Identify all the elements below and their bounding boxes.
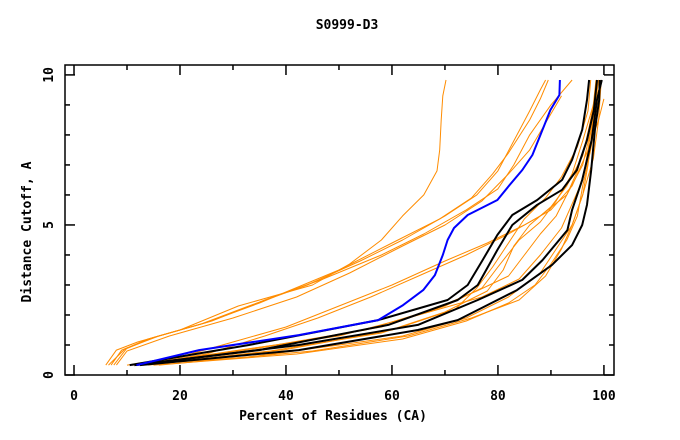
y-tick-label: 10: [42, 67, 57, 83]
series-line-orange-2: [110, 79, 547, 366]
series-line-black-17: [134, 79, 598, 367]
series-line-orange-11: [153, 79, 602, 366]
series-line-blue-20: [136, 79, 561, 367]
x-tick-label: 100: [592, 389, 616, 404]
axes: 0 20 40 60 80 100 0 5 10: [42, 64, 616, 404]
series-layer: [105, 79, 605, 367]
y-tick-label: 0: [42, 371, 57, 379]
x-tick-label: 40: [278, 389, 294, 404]
x-tick-label: 60: [384, 389, 400, 404]
x-tick-label: 0: [70, 389, 78, 404]
series-line-orange-5: [108, 79, 549, 366]
x-tick-label: 80: [490, 389, 506, 404]
series-line-black-16: [129, 79, 591, 367]
y-tick-label: 5: [42, 221, 57, 229]
chart-title: S0999-D3: [316, 18, 379, 33]
series-line-black-19: [134, 79, 603, 367]
series-line-orange-7: [137, 89, 600, 366]
x-axis-label: Percent of Residues (CA): [239, 409, 427, 424]
series-line-orange-14: [137, 79, 598, 366]
y-axis-label: Distance Cutoff, A: [20, 161, 35, 302]
x-tick-label: 20: [172, 389, 188, 404]
series-line-orange-4: [116, 95, 562, 366]
series-line-orange-6: [126, 98, 605, 366]
series-line-black-18: [139, 79, 601, 367]
series-line-orange-3: [113, 79, 573, 366]
